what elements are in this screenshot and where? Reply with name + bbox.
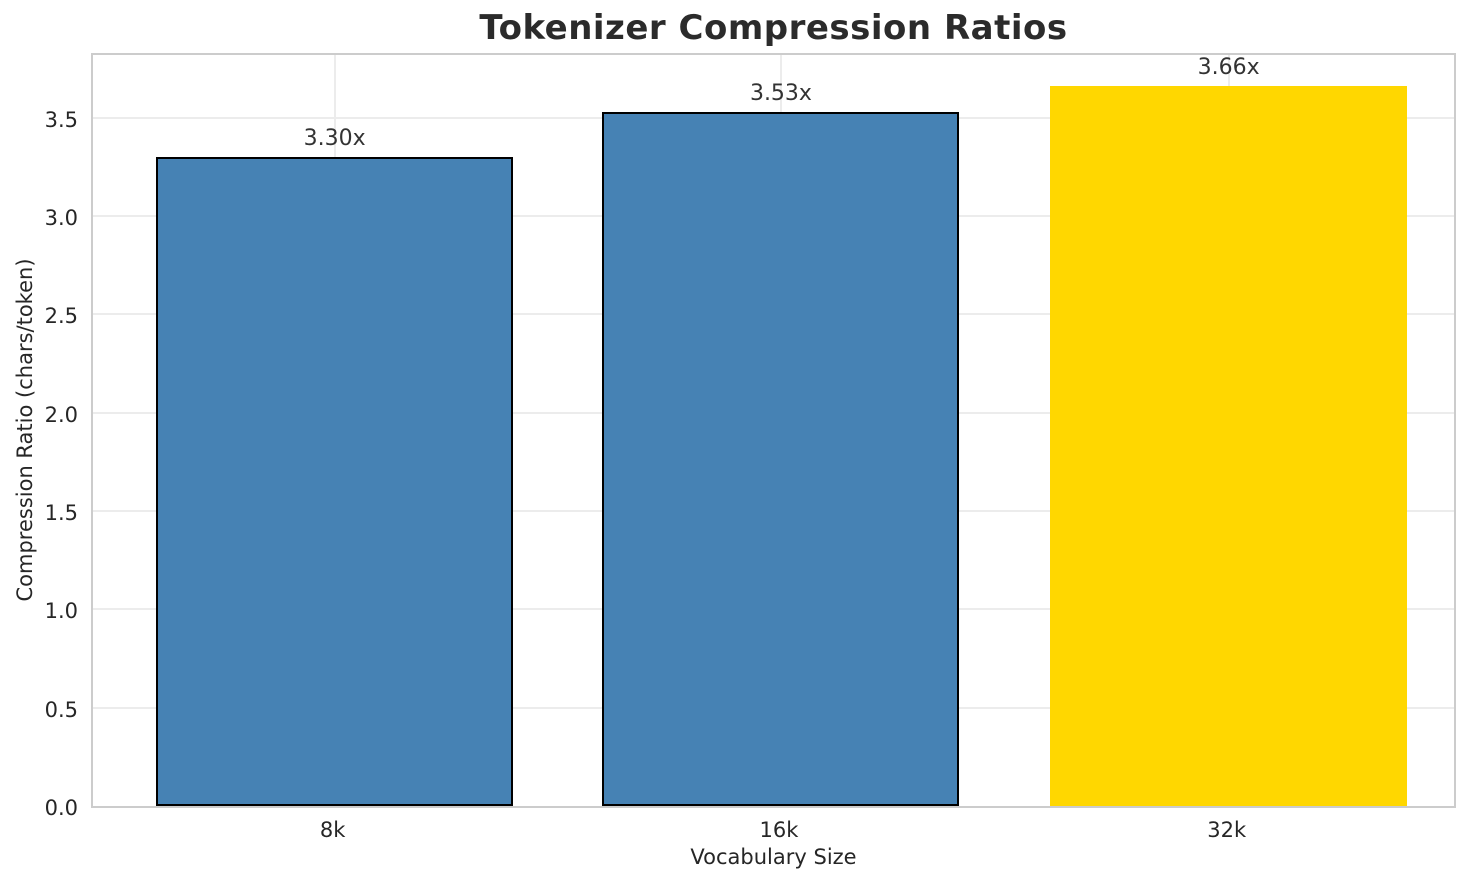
- bar-8k: [156, 157, 514, 806]
- y-axis-label: Compression Ratio (chars/token): [13, 258, 37, 602]
- bar-16k: [602, 111, 960, 806]
- x-tick-label-8k: 8k: [319, 818, 346, 842]
- y-tick-label: 0.0: [44, 796, 78, 820]
- chart-title: Tokenizer Compression Ratios: [479, 8, 1068, 48]
- plot-area: 3.30x 3.53x 3.66x: [91, 53, 1456, 808]
- x-tick-label-32k: 32k: [1207, 818, 1247, 842]
- x-tick-label-16k: 16k: [759, 818, 799, 842]
- y-tick-label: 3.5: [44, 107, 78, 132]
- bar-value-label-16k: 3.53x: [749, 80, 812, 106]
- x-axis-label: Vocabulary Size: [690, 845, 857, 869]
- y-tick-label: 1.5: [44, 501, 78, 526]
- bar-32k: [1050, 86, 1408, 806]
- bar-value-label-8k: 3.30x: [303, 126, 366, 152]
- bar-value-label-32k: 3.66x: [1197, 55, 1260, 81]
- y-tick-label: 0.5: [44, 697, 78, 722]
- y-tick-label: 3.0: [44, 206, 78, 231]
- y-tick-label: 2.5: [44, 304, 78, 329]
- y-tick-label: 1.0: [44, 599, 78, 624]
- y-tick-label: 2.0: [44, 402, 78, 427]
